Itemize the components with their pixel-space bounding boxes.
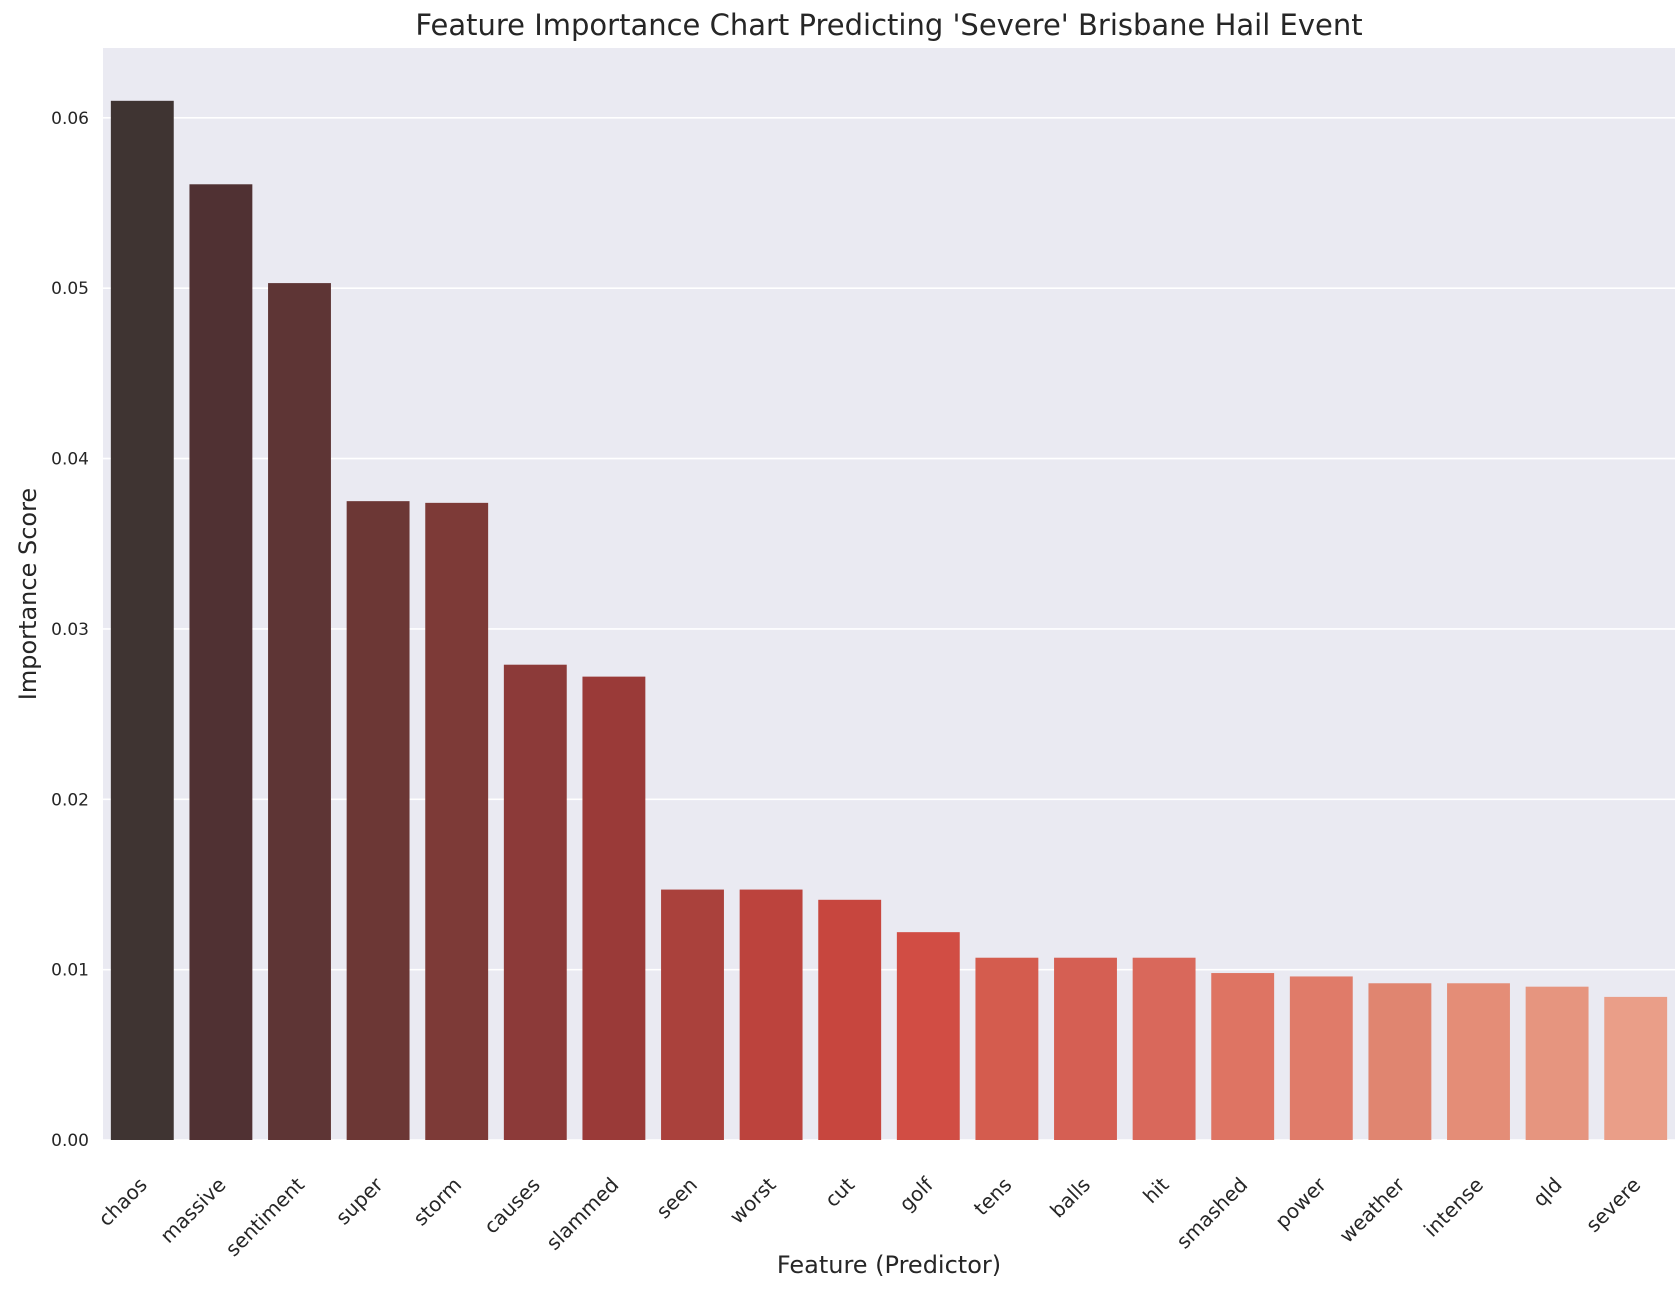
x-tick-label: hit bbox=[1138, 1172, 1174, 1208]
x-tick-label: seen bbox=[651, 1173, 702, 1224]
x-tick-label: power bbox=[1270, 1172, 1331, 1233]
x-tick-label: balls bbox=[1045, 1173, 1095, 1223]
bars bbox=[110, 100, 1668, 1141]
x-tick-label: tens bbox=[969, 1173, 1017, 1221]
bar-storm bbox=[425, 502, 489, 1140]
bar-massive bbox=[189, 184, 253, 1140]
bar-cut bbox=[818, 899, 882, 1140]
bar-super bbox=[346, 501, 410, 1141]
x-tick-label: golf bbox=[894, 1172, 938, 1216]
bar-balls bbox=[1054, 957, 1117, 1140]
bar-worst bbox=[739, 889, 803, 1140]
bar-tens bbox=[975, 957, 1039, 1140]
y-tick-label: 0.06 bbox=[51, 109, 89, 129]
x-tick-label: super bbox=[331, 1172, 388, 1229]
x-tick-label: cut bbox=[820, 1172, 859, 1211]
x-tick-label: smashed bbox=[1171, 1173, 1252, 1254]
y-tick-label: 0.00 bbox=[51, 1131, 89, 1151]
bar-hit bbox=[1132, 957, 1196, 1140]
y-tick-label: 0.01 bbox=[51, 961, 89, 981]
bar-smashed bbox=[1211, 973, 1275, 1140]
x-tick-label: causes bbox=[479, 1173, 545, 1239]
x-tick-label: slammed bbox=[541, 1173, 623, 1255]
chart-title: Feature Importance Chart Predicting 'Sev… bbox=[415, 8, 1362, 42]
bar-qld bbox=[1525, 986, 1589, 1140]
bar-seen bbox=[661, 889, 724, 1140]
bar-golf bbox=[896, 932, 960, 1140]
x-tick-label: massive bbox=[155, 1173, 230, 1248]
y-tick-labels: 0.00 0.01 0.02 0.03 0.04 0.05 0.06 bbox=[51, 109, 89, 1151]
x-tick-label: weather bbox=[1335, 1172, 1410, 1247]
x-tick-label: worst bbox=[725, 1172, 781, 1228]
x-tick-label: chaos bbox=[93, 1173, 151, 1231]
x-tick-label: sentiment bbox=[221, 1172, 310, 1261]
bar-weather bbox=[1368, 983, 1432, 1140]
x-tick-label: storm bbox=[408, 1173, 466, 1231]
bar-sentiment bbox=[268, 283, 331, 1140]
y-axis-label: Importance Score bbox=[14, 488, 42, 700]
y-tick-label: 0.03 bbox=[51, 620, 89, 640]
bar-slammed bbox=[582, 676, 646, 1140]
x-tick-label: qld bbox=[1528, 1173, 1567, 1212]
bar-severe bbox=[1604, 996, 1668, 1140]
bar-intense bbox=[1447, 983, 1510, 1140]
y-tick-label: 0.02 bbox=[51, 790, 89, 810]
y-tick-label: 0.05 bbox=[51, 279, 89, 299]
x-tick-label: intense bbox=[1419, 1173, 1488, 1242]
y-tick-label: 0.04 bbox=[51, 450, 89, 470]
bar-power bbox=[1289, 976, 1353, 1140]
plot-background bbox=[103, 48, 1675, 1140]
x-axis-label: Feature (Predictor) bbox=[777, 1251, 1001, 1279]
x-tick-label: severe bbox=[1581, 1173, 1645, 1237]
bar-causes bbox=[503, 664, 567, 1140]
bar-chaos bbox=[110, 100, 174, 1140]
